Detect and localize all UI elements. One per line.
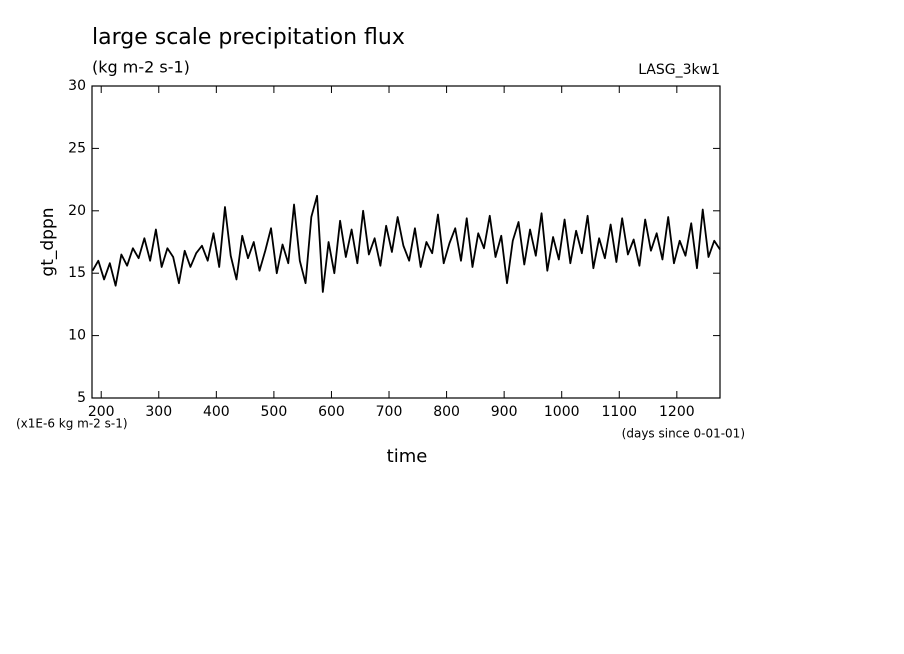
x-tick-label: 500	[261, 404, 288, 420]
y-tick-label: 15	[68, 265, 86, 281]
x-tick-label: 1200	[659, 404, 695, 420]
y-axis-unit: (x1E-6 kg m-2 s-1)	[16, 417, 128, 431]
x-tick-label: 900	[491, 404, 518, 420]
x-tick-label: 1000	[544, 404, 580, 420]
y-axis-label: gt_dppn	[38, 207, 58, 276]
x-tick-label: 600	[318, 404, 345, 420]
plot-frame	[91, 85, 721, 399]
y-tick-label: 30	[68, 78, 86, 94]
x-tick-label: 400	[203, 404, 230, 420]
y-tick-label: 5	[77, 390, 86, 406]
annotation: LASG_3kw1	[638, 62, 720, 78]
data-line	[91, 194, 721, 293]
y-tick-label: 10	[68, 328, 86, 344]
y-tick-label: 25	[68, 140, 86, 156]
x-axis-label: time	[387, 446, 428, 467]
chart-title: large scale precipitation flux	[92, 25, 405, 50]
x-tick-label: 1100	[601, 404, 637, 420]
chart-subtitle: (kg m-2 s-1)	[92, 58, 190, 77]
x-tick-label: 200	[88, 404, 115, 420]
x-tick-label: 800	[433, 404, 460, 420]
x-tick-label: 300	[145, 404, 172, 420]
y-tick-label: 20	[68, 203, 86, 219]
x-tick-label: 700	[376, 404, 403, 420]
x-axis-unit: (days since 0-01-01)	[622, 427, 745, 441]
